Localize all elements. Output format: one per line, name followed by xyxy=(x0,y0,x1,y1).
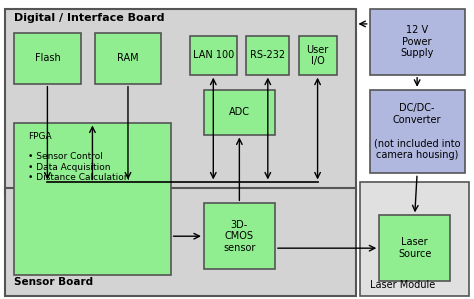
Text: User
I/O: User I/O xyxy=(307,45,328,66)
Text: RS-232: RS-232 xyxy=(250,50,285,60)
Text: Flash: Flash xyxy=(35,53,60,63)
Text: 3D-
CMOS
sensor: 3D- CMOS sensor xyxy=(223,219,255,253)
FancyBboxPatch shape xyxy=(204,203,275,269)
Text: RAM: RAM xyxy=(117,53,139,63)
Text: ADC: ADC xyxy=(229,107,250,117)
FancyBboxPatch shape xyxy=(360,182,469,296)
Text: Digital / Interface Board: Digital / Interface Board xyxy=(14,13,165,23)
Text: FPGA

• Sensor Control
• Data Acquisition
• Distance Calculation: FPGA • Sensor Control • Data Acquisition… xyxy=(28,132,130,182)
Text: Laser Module: Laser Module xyxy=(370,280,435,290)
FancyBboxPatch shape xyxy=(5,188,356,296)
FancyBboxPatch shape xyxy=(204,90,275,135)
Text: Sensor Board: Sensor Board xyxy=(14,277,93,287)
Text: DC/DC-
Converter

(not included into
camera housing): DC/DC- Converter (not included into came… xyxy=(374,103,460,160)
FancyBboxPatch shape xyxy=(95,33,161,84)
Text: LAN 100: LAN 100 xyxy=(192,50,234,60)
FancyBboxPatch shape xyxy=(5,9,356,194)
FancyBboxPatch shape xyxy=(190,36,237,75)
FancyBboxPatch shape xyxy=(379,215,450,281)
FancyBboxPatch shape xyxy=(246,36,289,75)
FancyBboxPatch shape xyxy=(370,90,465,173)
FancyBboxPatch shape xyxy=(370,9,465,75)
FancyBboxPatch shape xyxy=(14,33,81,84)
Text: 12 V
Power
Supply: 12 V Power Supply xyxy=(401,25,434,59)
Text: Laser
Source: Laser Source xyxy=(398,237,431,259)
FancyBboxPatch shape xyxy=(14,123,171,275)
FancyBboxPatch shape xyxy=(299,36,337,75)
